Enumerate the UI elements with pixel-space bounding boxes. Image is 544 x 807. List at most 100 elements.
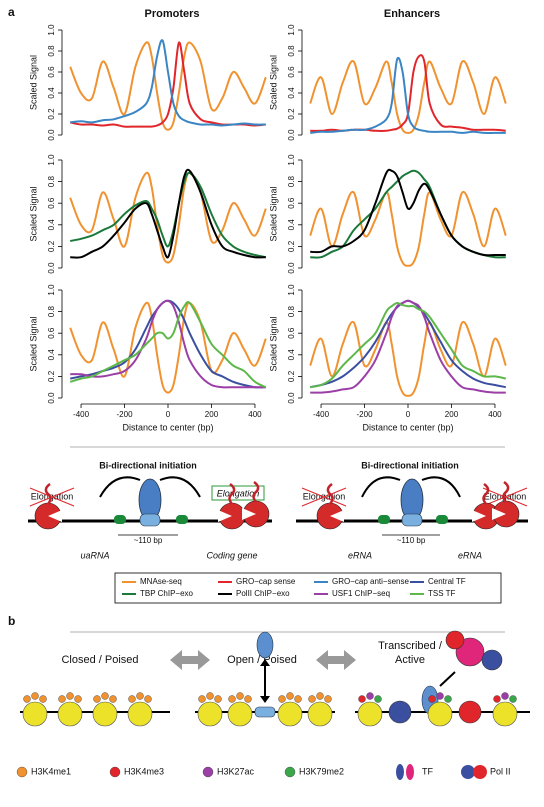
histone-mark [358, 695, 366, 703]
legend-label: USF1 ChIP−seq [332, 589, 390, 598]
y-tick-label: 0.4 [47, 349, 56, 361]
histone-mark [74, 695, 82, 703]
y-tick-label: 0.6 [287, 197, 296, 209]
state-label: Active [395, 654, 425, 666]
arrow [421, 476, 461, 498]
histone-mark [66, 692, 74, 700]
legend-label: TF [422, 766, 433, 776]
diagram-title: Bi-directional initiation [99, 460, 197, 470]
y-tick-label: 0.0 [287, 129, 296, 141]
elongation-label: Elongation [303, 491, 346, 501]
nucleosome [22, 701, 48, 727]
legend-label: Pol II [490, 766, 511, 776]
nucleosome [197, 701, 223, 727]
state-label: Open / Poised [227, 654, 297, 666]
histone-mark [428, 695, 436, 703]
tbp [176, 515, 188, 524]
legend-label: H3K79me2 [299, 766, 344, 776]
nucleosome [357, 701, 383, 727]
rna [44, 482, 52, 505]
legend-label: MNAse-seq [140, 577, 182, 586]
histone-mark [501, 692, 509, 700]
state-label: Transcribed / [378, 640, 443, 652]
y-axis-label: Scaled Signal [268, 316, 278, 371]
y-tick-label: 0.4 [287, 349, 296, 361]
pol-ii [388, 700, 412, 724]
pol-ii [481, 649, 503, 671]
x-tick-label: -200 [357, 410, 374, 419]
elongation-label: Elongation [31, 491, 74, 501]
y-tick-label: 0.4 [287, 219, 296, 231]
x-tick-label: 400 [488, 410, 502, 419]
legend-marker [202, 766, 214, 778]
legend-marker [109, 766, 121, 778]
histone-mark [206, 692, 214, 700]
rna-label: uaRNA [80, 550, 109, 560]
legend-label: Central TF [428, 577, 466, 586]
legend-marker [396, 764, 404, 780]
y-tick-label: 0.6 [287, 66, 296, 78]
y-tick-label: 0.2 [47, 108, 56, 120]
nucleosome [492, 701, 518, 727]
elongation-label: Elongation [217, 488, 260, 498]
legend-label: TBP ChIP−exo [140, 589, 194, 598]
legend-label: H3K4me1 [31, 766, 71, 776]
series-line [309, 60, 507, 134]
histone-mark [136, 692, 144, 700]
diagram-title: Bi-directional initiation [361, 460, 459, 470]
rna-label: Coding gene [206, 550, 257, 560]
histone-mark [244, 695, 252, 703]
tf [256, 631, 274, 659]
y-tick-label: 0.8 [47, 305, 56, 317]
nucleosome [92, 701, 118, 727]
series-line [69, 301, 267, 394]
legend-label: TSS TF [428, 589, 456, 598]
y-tick-label: 0.0 [47, 129, 56, 141]
x-tick-label: 0 [166, 410, 171, 419]
y-tick-label: 0.4 [47, 87, 56, 99]
pol-ii [458, 700, 482, 724]
y-tick-label: 0.0 [287, 392, 296, 404]
y-tick-label: 0.0 [47, 392, 56, 404]
pol-ii-cleft [218, 510, 232, 522]
histone-mark [109, 695, 117, 703]
histone-mark [39, 695, 47, 703]
nucleosome [277, 701, 303, 727]
cross [482, 487, 528, 507]
tbp [378, 515, 390, 524]
rna [502, 480, 510, 503]
x-tick-label: 0 [406, 410, 411, 419]
series-line [310, 169, 506, 259]
pol-ii-cleft [48, 510, 62, 522]
histone-mark [23, 695, 31, 703]
histone-mark [493, 695, 501, 703]
tf-site [401, 513, 423, 527]
series-line [69, 171, 267, 264]
cross [29, 487, 75, 507]
elongation-label: Elongation [484, 491, 527, 501]
y-tick-label: 0.8 [287, 45, 296, 57]
rna-label: eRNA [348, 550, 372, 560]
column-title: Enhancers [384, 8, 440, 20]
rna [252, 480, 260, 503]
pol-ii-cleft [242, 508, 256, 520]
histone-mark [236, 692, 244, 700]
series-line [69, 299, 266, 389]
series-line [69, 41, 266, 128]
y-tick-label: 0.2 [287, 370, 296, 382]
nucleosome [227, 701, 253, 727]
tbp [436, 515, 448, 524]
tbp [114, 515, 126, 524]
histone-mark [198, 695, 206, 703]
histone-mark [93, 695, 101, 703]
y-tick-label: 1.0 [287, 154, 296, 166]
series-line [69, 301, 267, 389]
y-axis-label: Scaled Signal [28, 316, 38, 371]
x-tick-label: -200 [117, 410, 134, 419]
histone-mark [101, 692, 109, 700]
column-title: Promoters [144, 8, 199, 20]
y-tick-label: 0.2 [287, 240, 296, 252]
arrow [361, 476, 401, 498]
series-line [309, 190, 507, 267]
